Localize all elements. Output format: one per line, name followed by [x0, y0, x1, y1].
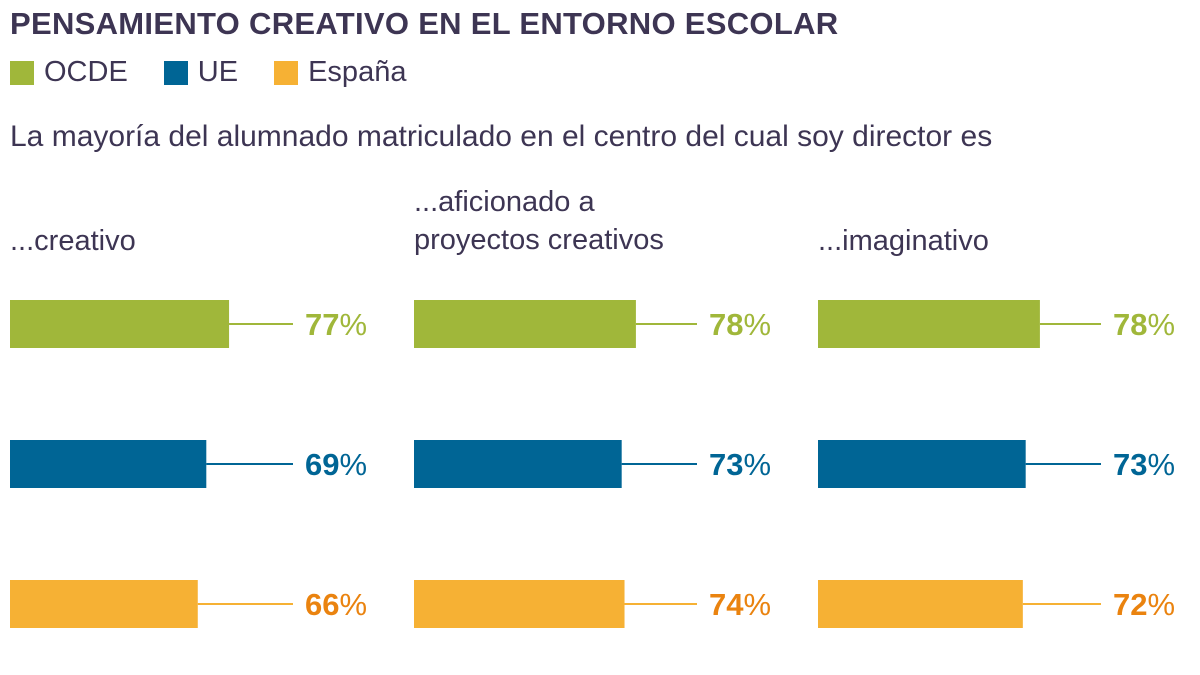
bar-españa-2	[818, 580, 1023, 628]
data-label: 78%	[1113, 307, 1175, 342]
legend-label: España	[308, 56, 407, 88]
bar-españa-0	[10, 580, 198, 628]
bar-ue-1	[414, 440, 622, 488]
panel-label-creativo: ...creativo	[10, 222, 390, 260]
data-label: 72%	[1113, 587, 1175, 622]
panel-label-line: ...imaginativo	[818, 225, 989, 257]
bar-ocde-2	[818, 300, 1040, 348]
chart-subtitle: La mayoría del alumnado matriculado en e…	[10, 120, 993, 153]
data-label: 78%	[709, 307, 771, 342]
bar-españa-1	[414, 580, 625, 628]
legend-swatch	[274, 60, 299, 85]
legend-item-espana: España	[274, 56, 406, 89]
panel-label-line: ...creativo	[10, 225, 136, 257]
panel-label-aficionado: ...aficionado a proyectos creativos	[414, 183, 794, 259]
data-label: 73%	[709, 447, 771, 482]
legend-swatch	[163, 60, 188, 85]
data-label: 69%	[305, 447, 367, 482]
data-label: 74%	[709, 587, 771, 622]
panel-label-line: proyectos creativos	[414, 224, 664, 256]
legend-label: UE	[197, 56, 239, 88]
chart-title: PENSAMIENTO CREATIVO EN EL ENTORNO ESCOL…	[10, 6, 839, 41]
panel-label-imaginativo: ...imaginativo	[818, 222, 1198, 260]
legend-swatch	[10, 60, 34, 85]
data-label: 66%	[305, 587, 367, 622]
panel-label-line: ...aficionado a	[414, 186, 595, 218]
data-label: 73%	[1113, 447, 1175, 482]
bar-ocde-1	[414, 300, 636, 348]
bar-ocde-0	[10, 300, 230, 348]
legend-item-ocde: OCDE	[10, 56, 128, 89]
legend: OCDE UE España	[10, 56, 406, 89]
bar-ue-2	[818, 440, 1026, 488]
bar-ue-0	[10, 440, 207, 488]
legend-item-ue: UE	[163, 56, 239, 89]
legend-label: OCDE	[44, 56, 128, 88]
data-label: 77%	[305, 307, 367, 342]
